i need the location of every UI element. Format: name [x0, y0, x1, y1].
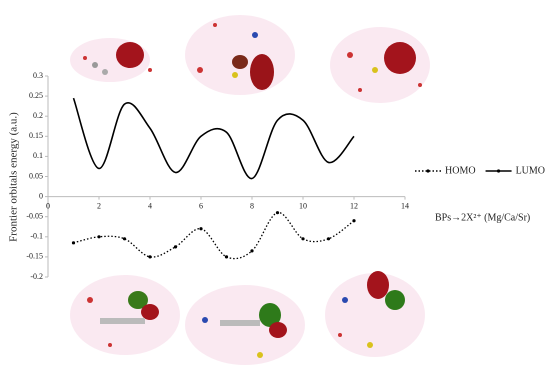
point-marker — [301, 237, 305, 241]
molecule-lumo-2 — [185, 15, 295, 95]
point-marker — [352, 219, 356, 223]
x-tick-label: 6 — [199, 201, 203, 210]
y-tick-label: -0.2 — [30, 272, 43, 281]
molecule-images — [70, 15, 430, 365]
molecule-homo-2 — [185, 285, 305, 365]
y-tick-label: 0.15 — [29, 131, 43, 140]
point-marker — [250, 249, 254, 253]
point-marker — [224, 255, 229, 259]
y-tick-label: -0.15 — [26, 252, 43, 261]
series-line — [73, 212, 355, 260]
x-tick-label: 14 — [401, 201, 409, 210]
y-tick-label: 0.25 — [29, 91, 43, 100]
point-marker — [326, 237, 331, 241]
y-tick-label: 0.3 — [33, 71, 43, 80]
x-tick-label: 12 — [350, 201, 358, 210]
y-tick-label: 0.05 — [29, 171, 43, 180]
y-tick-label: 0.1 — [33, 151, 43, 160]
x-tick-label: 4 — [148, 201, 152, 210]
point-marker — [173, 245, 178, 249]
point-marker — [122, 237, 127, 241]
x-tick-label: 8 — [250, 201, 254, 210]
legend-marker — [426, 169, 430, 173]
y-axis-label: Frontier orbitals energy (a.u.) — [8, 112, 20, 242]
molecule-lumo-1 — [70, 38, 152, 82]
y-tick-label: -0.1 — [30, 232, 43, 241]
molecule-lumo-3 — [330, 27, 430, 103]
x-tick-label: 2 — [97, 201, 101, 210]
y-tick-label: 0.2 — [33, 111, 43, 120]
legend-marker — [496, 169, 501, 173]
x-tick-label: 10 — [299, 201, 307, 210]
molecule-homo-1 — [70, 275, 180, 355]
point-marker — [275, 211, 280, 215]
annotation: BPs→2X²⁺ (Mg/Ca/Sr) — [435, 212, 530, 223]
legend-label: LUMO — [516, 165, 545, 176]
molecule-homo-3 — [325, 271, 425, 357]
series-line — [72, 97, 355, 180]
x-tick-label: 0 — [46, 201, 50, 210]
point-marker — [199, 227, 203, 231]
point-marker — [71, 241, 76, 245]
legend-label: HOMO — [445, 165, 476, 176]
y-tick-label: -0.05 — [26, 212, 43, 221]
point-marker — [148, 255, 152, 259]
point-marker — [97, 235, 101, 239]
y-tick-label: 0 — [39, 191, 43, 200]
